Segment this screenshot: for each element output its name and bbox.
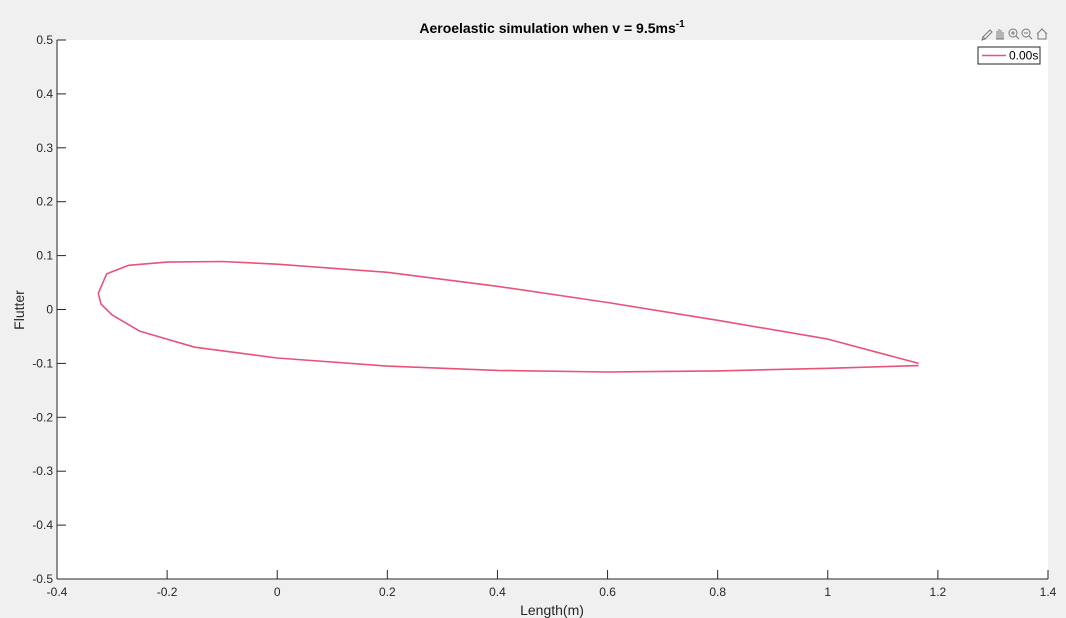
y-tick-label: -0.4 — [32, 518, 53, 532]
y-tick-label: -0.1 — [32, 356, 53, 370]
x-tick-label: 1.4 — [1040, 585, 1057, 599]
brush-icon[interactable] — [981, 29, 993, 41]
x-tick-label: 1 — [824, 585, 831, 599]
x-tick-label: 0.6 — [599, 585, 616, 599]
chart-title-superscript: -1 — [676, 19, 685, 30]
series-layer — [97, 260, 919, 373]
y-tick-label: -0.3 — [32, 464, 53, 478]
y-tick-label: 0.4 — [36, 87, 53, 101]
x-tick-label: 1.2 — [930, 585, 947, 599]
x-tick-label: -0.2 — [157, 585, 178, 599]
chart-title: Aeroelastic simulation when v = 9.5ms-1 — [419, 19, 685, 36]
x-tick-label: 0.2 — [379, 585, 396, 599]
zoom-in-icon[interactable] — [1008, 28, 1020, 40]
x-tick-label: -0.4 — [47, 585, 68, 599]
x-tick-label: 0 — [274, 585, 281, 599]
legend-label: 0.00s — [1009, 49, 1038, 63]
legend: 0.00s — [977, 46, 1041, 65]
x-tick-label: 0.8 — [709, 585, 726, 599]
y-tick-label: -0.2 — [32, 410, 53, 424]
series-line — [97, 260, 919, 373]
y-tick-label: 0.1 — [36, 249, 53, 263]
zoom-out-icon[interactable] — [1021, 28, 1033, 40]
y-tick-label: -0.5 — [32, 572, 53, 586]
pan-icon[interactable] — [996, 29, 1004, 40]
x-tick-label: 0.4 — [489, 585, 506, 599]
y-tick-label: 0 — [46, 303, 53, 317]
legend-box — [977, 46, 1041, 65]
home-icon[interactable] — [1036, 28, 1048, 40]
plot-area — [57, 40, 1048, 579]
y-tick-label: 0.3 — [36, 141, 53, 155]
axes: -0.4 -0.2 0 0.2 0.4 0.6 0.8 1 1.2 1.4-0.5-0.4-0.3… — [32, 33, 1056, 599]
axes-toolbar — [981, 28, 1048, 41]
chart-title-main: Aeroelastic simulation when v = 9.5ms — [419, 20, 676, 36]
y-axis-label: Flutter — [11, 290, 27, 330]
x-axis-label: Length(m) — [520, 602, 584, 618]
y-tick-label: 0.2 — [36, 195, 53, 209]
y-tick-label: 0.5 — [36, 33, 53, 47]
